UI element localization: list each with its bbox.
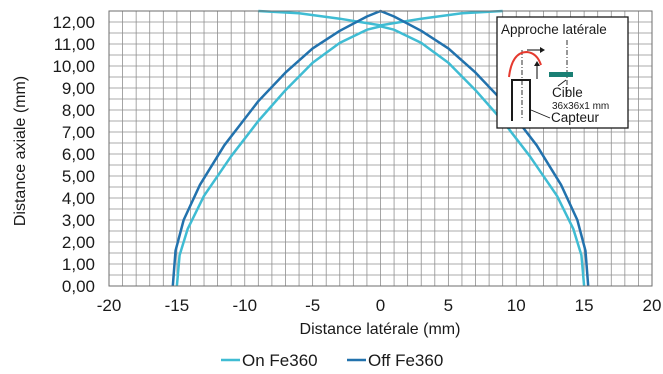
inset-sensor-label: Capteur: [551, 110, 600, 125]
y-tick-label: 2,00: [62, 233, 95, 252]
x-tick-label: 20: [643, 296, 662, 315]
y-tick-label: 5,00: [62, 167, 95, 186]
inset-detection-arc: [508, 50, 542, 78]
x-tick-label: 0: [376, 296, 385, 315]
plot-area-frame: [108, 10, 653, 287]
y-tick-label: 11,00: [54, 35, 95, 54]
x-axis-ticks: -20 -15 -10 -5 0 5 10 15 20: [97, 296, 662, 315]
y-tick-label: 3,00: [62, 211, 95, 230]
y-axis-ticks: 0,00 1,00 2,00 3,00 4,00 5,00 6,00 7,00 8,00 9,00…: [52, 13, 95, 296]
y-tick-label: 12,00: [52, 13, 95, 32]
y-tick-label: 1,00: [62, 255, 95, 274]
inset-approach-arrowhead: [540, 47, 545, 53]
x-tick-label: -20: [97, 296, 122, 315]
inset-diagram: Approche latérale Cible 36x36x1 mm Capte…: [496, 16, 629, 129]
y-tick-label: 4,00: [62, 189, 95, 208]
inset-title: Approche latérale: [501, 22, 607, 37]
grid: [108, 10, 653, 287]
inset-target-plate: [549, 72, 573, 77]
x-tick-label: 5: [444, 296, 453, 315]
y-tick-label: 7,00: [62, 123, 95, 142]
x-tick-label: 15: [575, 296, 594, 315]
series-line-on-fe360: [258, 9, 503, 27]
y-tick-label: 9,00: [62, 79, 95, 98]
x-tick-label: -5: [305, 296, 320, 315]
y-axis-label: Distance axiale (mm): [12, 76, 29, 226]
inset-capteur-leader: [530, 109, 551, 119]
legend-label-on-fe360: On Fe360: [242, 351, 318, 370]
legend-label-off-fe360: Off Fe360: [368, 351, 443, 370]
x-axis-label: Distance latérale (mm): [300, 321, 461, 338]
inset-vertical-arrowhead: [534, 61, 540, 66]
legend: On Fe360 Off Fe360: [221, 351, 443, 370]
y-tick-label: 10,00: [52, 57, 95, 76]
x-tick-label: -15: [165, 296, 190, 315]
y-tick-label: 6,00: [62, 145, 95, 164]
inset-cible-leader: [557, 79, 567, 87]
y-tick-label: 8,00: [62, 101, 95, 120]
inset-target-label: Cible: [552, 85, 583, 100]
y-tick-label: 0,00: [62, 277, 95, 296]
x-tick-label: 10: [507, 296, 526, 315]
x-tick-label: -10: [232, 296, 257, 315]
inset-sensor-body: [511, 79, 531, 121]
inset-target-size: 36x36x1 mm: [552, 101, 609, 112]
